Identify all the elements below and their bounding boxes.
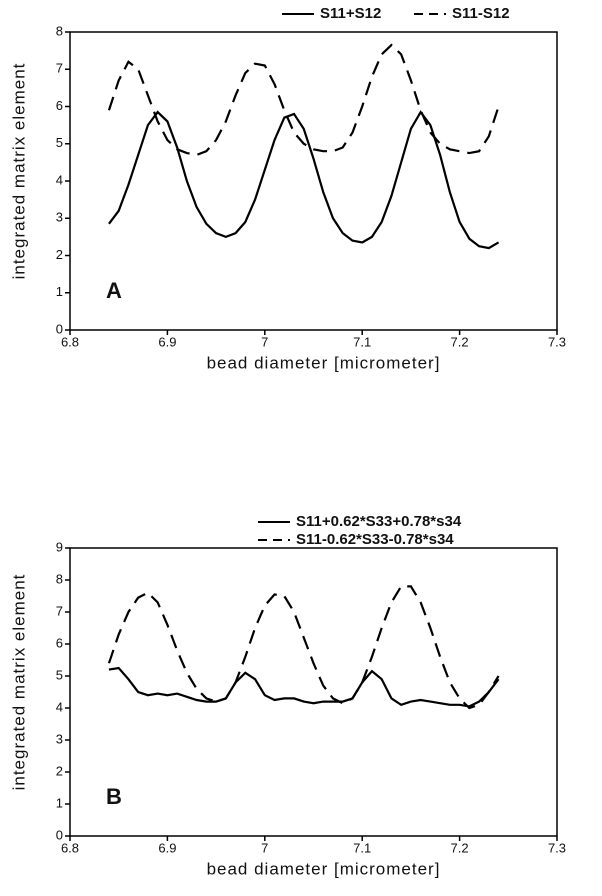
x-tick-label: 7.1 bbox=[353, 334, 371, 349]
legend-label: S11+S12 bbox=[320, 5, 381, 22]
legend-label: S11-0.62*S33-0.78*s34 bbox=[296, 531, 454, 548]
series-line bbox=[107, 43, 500, 157]
x-tick-label: 7.2 bbox=[451, 840, 469, 855]
x-tick-label: 7 bbox=[261, 334, 268, 349]
y-tick-label: 0 bbox=[56, 827, 63, 842]
y-tick-label: 4 bbox=[56, 699, 63, 714]
legend-label: S11-S12 bbox=[452, 5, 510, 22]
y-tick-label: 3 bbox=[56, 210, 63, 225]
y-tick-label: 9 bbox=[56, 539, 63, 554]
y-tick-label: 7 bbox=[56, 61, 63, 76]
x-tick-label: 7.3 bbox=[548, 840, 566, 855]
y-axis-label: integrated matrix element bbox=[9, 63, 28, 280]
y-tick-label: 8 bbox=[56, 571, 63, 586]
x-tick-label: 7.3 bbox=[548, 334, 566, 349]
x-tick-label: 6.9 bbox=[158, 840, 176, 855]
y-tick-label: 1 bbox=[56, 795, 63, 810]
y-tick-label: 6 bbox=[56, 635, 63, 650]
x-tick-label: 7 bbox=[261, 840, 268, 855]
y-tick-label: 3 bbox=[56, 731, 63, 746]
y-tick-label: 7 bbox=[56, 603, 63, 618]
x-axis-label: bead diameter [micrometer] bbox=[207, 353, 441, 372]
y-axis-label: integrated matrix element bbox=[9, 574, 28, 791]
series-line bbox=[107, 585, 500, 710]
legend-label: S11+0.62*S33+0.78*s34 bbox=[296, 513, 462, 530]
x-tick-label: 7.2 bbox=[451, 334, 469, 349]
y-tick-label: 5 bbox=[56, 667, 63, 682]
series-line bbox=[108, 666, 500, 708]
y-tick-label: 0 bbox=[56, 321, 63, 336]
plot-frame bbox=[69, 31, 558, 331]
x-tick-label: 6.9 bbox=[158, 334, 176, 349]
y-tick-label: 2 bbox=[56, 763, 63, 778]
y-tick-label: 4 bbox=[56, 172, 63, 187]
x-axis-label: bead diameter [micrometer] bbox=[207, 859, 441, 878]
x-tick-label: 6.8 bbox=[61, 840, 79, 855]
series-line bbox=[108, 110, 500, 250]
x-tick-label: 6.8 bbox=[61, 334, 79, 349]
y-tick-label: 6 bbox=[56, 98, 63, 113]
panel-label: A bbox=[106, 278, 122, 303]
plot-frame bbox=[69, 547, 558, 837]
y-tick-label: 2 bbox=[56, 247, 63, 262]
y-tick-label: 1 bbox=[56, 284, 63, 299]
x-tick-label: 7.1 bbox=[353, 840, 371, 855]
y-tick-label: 5 bbox=[56, 135, 63, 150]
y-tick-label: 8 bbox=[56, 23, 63, 38]
panel-label: B bbox=[106, 784, 122, 809]
